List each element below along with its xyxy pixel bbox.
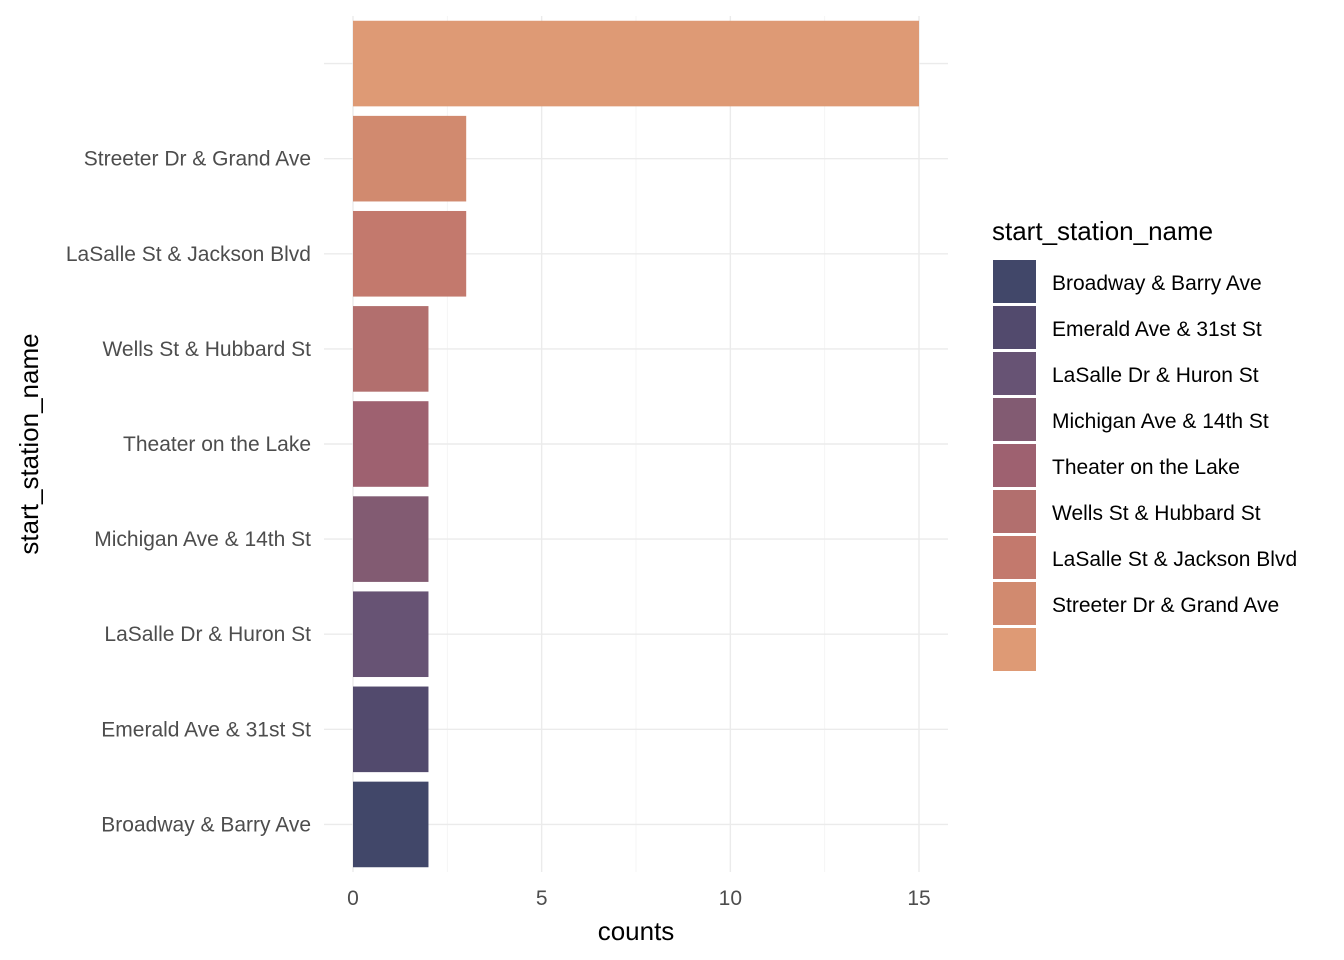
bar xyxy=(353,686,429,773)
y-tick-label: Michigan Ave & 14th St xyxy=(94,528,311,551)
legend-key xyxy=(993,398,1036,441)
y-tick-label: Streeter Dr & Grand Ave xyxy=(84,148,311,171)
legend-key xyxy=(993,444,1036,487)
y-axis-title: start_station_name xyxy=(14,333,44,554)
x-tick-label: 10 xyxy=(719,887,742,910)
x-axis-title: counts xyxy=(598,916,675,946)
y-tick-label: Broadway & Barry Ave xyxy=(101,813,311,836)
legend: start_station_name Broadway & Barry Ave E… xyxy=(992,216,1297,671)
y-tick-label: Theater on the Lake xyxy=(123,433,311,456)
legend-label: Theater on the Lake xyxy=(1052,456,1240,479)
y-tick-label: LaSalle Dr & Huron St xyxy=(104,623,311,646)
legend-label: Emerald Ave & 31st St xyxy=(1052,318,1262,341)
y-tick-label: Emerald Ave & 31st St xyxy=(101,718,311,741)
legend-key xyxy=(993,536,1036,579)
x-tick-label: 5 xyxy=(536,887,548,910)
y-tick-label: LaSalle St & Jackson Blvd xyxy=(66,243,311,266)
legend-items: Broadway & Barry Ave Emerald Ave & 31st S… xyxy=(993,260,1297,671)
x-tick-label: 15 xyxy=(907,887,930,910)
legend-key xyxy=(993,306,1036,349)
legend-key xyxy=(993,490,1036,533)
y-axis-tick-labels: Broadway & Barry Ave Emerald Ave & 31st S… xyxy=(66,148,311,837)
legend-key xyxy=(993,260,1036,303)
bar xyxy=(353,306,429,392)
legend-label: LaSalle Dr & Huron St xyxy=(1052,364,1259,387)
bar xyxy=(353,591,429,678)
y-tick-label: Wells St & Hubbard St xyxy=(102,338,311,361)
x-tick-label: 0 xyxy=(347,887,359,910)
bar xyxy=(353,115,467,202)
bar xyxy=(353,401,429,487)
legend-label: Broadway & Barry Ave xyxy=(1052,272,1262,295)
bar xyxy=(353,210,467,297)
bar xyxy=(353,781,429,868)
legend-key xyxy=(993,352,1036,395)
bar xyxy=(353,496,429,582)
legend-label: Michigan Ave & 14th St xyxy=(1052,410,1269,433)
legend-key xyxy=(993,628,1036,671)
legend-key xyxy=(993,582,1036,625)
legend-label: LaSalle St & Jackson Blvd xyxy=(1052,548,1297,571)
legend-label: Streeter Dr & Grand Ave xyxy=(1052,594,1279,617)
bars xyxy=(353,20,919,868)
bar xyxy=(353,20,919,107)
x-axis-tick-labels: 0 5 10 15 xyxy=(347,887,931,910)
legend-title: start_station_name xyxy=(992,216,1213,246)
legend-label: Wells St & Hubbard St xyxy=(1052,502,1261,525)
